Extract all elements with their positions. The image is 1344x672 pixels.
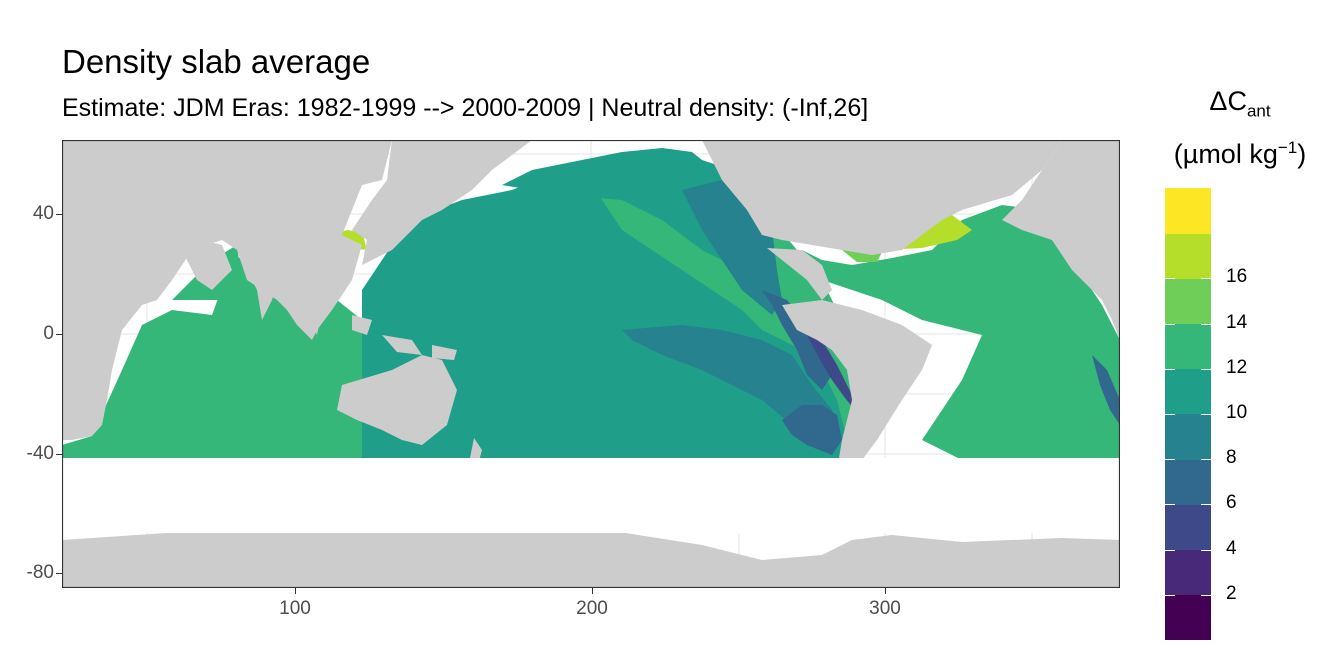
legend-unit-superscript: −1: [1277, 138, 1298, 157]
legend-swatch: [1165, 414, 1211, 460]
legend-break-label: 4: [1226, 537, 1237, 559]
legend-break-label: 8: [1226, 447, 1237, 469]
ocean-field: [1092, 355, 1120, 425]
land-mass: [337, 355, 457, 445]
legend-tick: [1165, 414, 1175, 415]
legend-tick: [1165, 594, 1175, 596]
legend-break-label: 16: [1226, 266, 1248, 288]
plot-subtitle: Estimate: JDM Eras: 1982-1999 --> 2000-2…: [62, 94, 869, 122]
x-tick-label: 200: [576, 598, 608, 619]
legend-title-unit: (µmol kg−1): [1140, 138, 1340, 170]
land-mass: [352, 140, 532, 265]
x-tick-label: 100: [279, 598, 311, 619]
y-tick-label: 40: [32, 203, 54, 224]
legend-swatch: [1165, 233, 1211, 279]
land-mass: [782, 300, 932, 498]
ocean-field: [807, 335, 855, 410]
legend-swatch: [1165, 323, 1211, 370]
x-tick-label: 300: [869, 598, 901, 619]
land-mass: [352, 315, 372, 335]
legend-break-label: 14: [1226, 311, 1248, 333]
y-tick-mark: [56, 334, 62, 335]
legend-tick: [1201, 504, 1211, 506]
legend-swatch: [1165, 459, 1211, 505]
legend-swatch: [1165, 549, 1211, 596]
land-mass: [702, 140, 1062, 255]
x-tick-mark: [885, 588, 886, 594]
legend-tick: [1165, 323, 1175, 325]
land-mass: [432, 345, 457, 360]
legend-unit-suffix: ): [1297, 139, 1307, 169]
y-tick-mark: [56, 214, 62, 215]
plot-title: Density slab average: [62, 43, 371, 80]
legend-colorbar: [1165, 188, 1211, 641]
panel-border: [62, 140, 1120, 588]
ocean-field: [762, 290, 832, 390]
ocean-field: [782, 405, 842, 455]
legend-title-main: ΔCant: [1140, 86, 1340, 121]
legend-tick: [1201, 594, 1211, 596]
legend-swatch: [1165, 188, 1211, 234]
legend-swatch: [1165, 504, 1211, 551]
legend-tick: [1201, 368, 1211, 370]
legend-tick: [1165, 504, 1175, 506]
legend-break-label: 6: [1226, 492, 1237, 514]
legend-break-label: 2: [1226, 582, 1237, 604]
land-masses: [62, 140, 1120, 588]
land-mass: [1002, 140, 1120, 340]
y-tick-label: -80: [26, 562, 54, 583]
nodata-band: [62, 458, 1120, 533]
land-mass: [242, 250, 277, 320]
y-tick-mark: [56, 573, 62, 574]
map-panel: [62, 140, 1120, 588]
legend-tick: [1165, 459, 1175, 461]
legend-swatch: [1165, 278, 1211, 325]
y-tick-label: -40: [26, 443, 54, 464]
legend-tick: [1201, 414, 1211, 415]
legend-unit-prefix: (µmol kg: [1173, 139, 1278, 169]
land-mass: [382, 335, 422, 355]
x-tick-mark: [592, 588, 593, 594]
land-mass: [62, 523, 1120, 588]
legend-tick: [1201, 459, 1211, 461]
legend-break-label: 10: [1226, 402, 1248, 423]
legend-tick: [1165, 549, 1175, 551]
ocean-field: [622, 325, 837, 440]
legend-title-subscript: ant: [1246, 101, 1271, 121]
legend-tick: [1201, 323, 1211, 325]
legend-tick: [1201, 549, 1211, 551]
ocean-field: [502, 148, 772, 270]
land-mass: [62, 140, 392, 440]
ocean-field: [782, 205, 1120, 460]
legend-tick: [1165, 368, 1175, 370]
land-mass: [182, 240, 232, 290]
legend-swatch: [1165, 368, 1211, 415]
land-mass: [297, 280, 322, 335]
legend-swatch: [1165, 594, 1211, 641]
legend-tick: [1201, 278, 1211, 280]
ocean-field: [362, 175, 847, 460]
land-mass: [767, 248, 832, 300]
y-tick-mark: [56, 454, 62, 455]
legend-tick: [1165, 278, 1175, 280]
legend-title-symbol: ΔC: [1209, 86, 1247, 116]
x-tick-mark: [295, 588, 296, 594]
legend-break-label: 12: [1226, 356, 1248, 378]
land-mass: [892, 140, 1022, 165]
y-tick-label: 0: [43, 323, 54, 344]
